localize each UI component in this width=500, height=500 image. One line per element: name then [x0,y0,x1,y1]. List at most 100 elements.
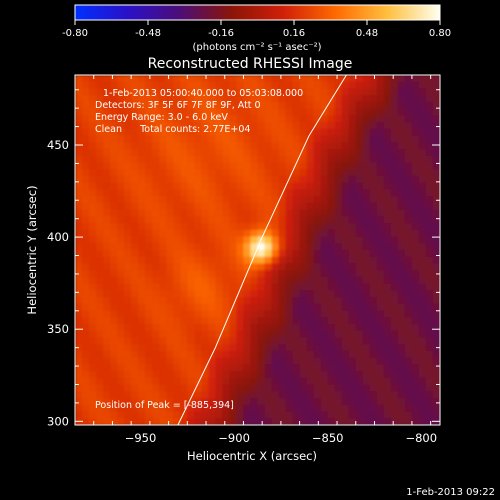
heatmap-cell [362,209,371,217]
heatmap-cell [152,229,160,238]
heatmap-cell [376,135,385,143]
heatmap-cell [313,371,322,379]
heatmap-cell [145,391,153,399]
heatmap-cell [397,364,406,372]
heatmap-cell [159,135,167,143]
heatmap-cell [313,189,322,197]
heatmap-cell [110,350,118,359]
heatmap-cell [397,175,406,184]
heatmap-cell [180,350,188,359]
heatmap-cell [306,122,315,130]
heatmap-cell [271,303,280,312]
heatmap-cell [271,175,280,184]
heatmap-cell [187,149,195,157]
heatmap-cell [355,169,364,177]
heatmap-cell [299,75,308,83]
heatmap-cell [355,377,364,386]
heatmap-cell [271,155,280,164]
heatmap-cell [117,149,125,157]
heatmap-cell [299,270,308,278]
heatmap-cell [425,404,434,413]
heatmap-cell [327,169,336,177]
heatmap-cell [82,95,90,103]
heatmap-cell [320,169,329,177]
heatmap-cell [418,384,427,392]
heatmap-cell [390,216,399,224]
heatmap-cell [425,202,434,211]
heatmap-cell [236,122,245,130]
heatmap-cell [404,149,413,157]
heatmap-cell [180,418,188,425]
heatmap-cell [159,101,167,110]
heatmap-cell [110,189,118,197]
heatmap-cell [103,101,111,110]
heatmap-cell [418,337,427,345]
heatmap-cell [159,88,167,96]
heatmap-cell [243,337,252,345]
heatmap-cell [103,411,111,419]
heatmap-cell [124,223,132,231]
heatmap-cell [397,404,406,413]
heatmap-cell [208,418,216,425]
heatmap-cell [306,95,315,103]
heatmap-cell [82,142,90,150]
heatmap-cell [187,162,195,170]
heatmap-cell [334,81,343,90]
heatmap-cell [404,350,413,359]
heatmap-cell [173,310,181,318]
heatmap-cell [418,135,427,143]
heatmap-cell [96,263,104,271]
heatmap-cell [110,256,118,265]
heatmap-cell [222,101,231,110]
heatmap-cell [404,404,413,413]
heatmap-cell [250,155,259,164]
heatmap-cell [292,216,301,224]
heatmap-cell [229,128,238,137]
heatmap-cell [173,324,181,332]
heatmap-cell [103,256,111,265]
heatmap-cell [110,128,118,137]
heatmap-cell [110,283,118,291]
heatmap-cell [320,250,329,258]
heatmap-cell [320,236,329,244]
heatmap-cell [201,391,209,399]
heatmap-cell [222,175,231,184]
heatmap-cell [425,377,434,386]
heatmap-cell [103,135,111,143]
heatmap-cell [383,95,392,103]
heatmap-cell [278,357,287,366]
heatmap-cell [243,310,252,318]
heatmap-cell [201,236,209,244]
heatmap-cell [271,384,280,392]
heatmap-cell [243,250,252,258]
heatmap-cell [355,128,364,137]
heatmap-cell [208,310,216,318]
heatmap-cell [159,216,167,224]
heatmap-cell [138,418,146,425]
heatmap-cell [306,108,315,116]
heatmap-cell [355,229,364,238]
heatmap-cell [194,75,202,83]
heatmap-cell [376,229,385,238]
heatmap-cell [271,101,280,110]
heatmap-cell [187,256,195,265]
heatmap-cell [383,135,392,143]
heatmap-cell [355,250,364,258]
heatmap-cell [397,303,406,312]
heatmap-cell [327,155,336,164]
heatmap-cell [348,250,357,258]
heatmap-cell [201,263,209,271]
heatmap-cell [306,75,315,83]
heatmap-cell [383,142,392,150]
heatmap-cell [75,108,83,116]
heatmap-cell [425,88,434,96]
heatmap-cell [327,202,336,211]
heatmap-cell [355,88,364,96]
heatmap-cell [131,243,139,251]
heatmap-cell [432,75,440,83]
heatmap-cell [341,276,350,285]
heatmap-cell [418,283,427,291]
heatmap-cell [145,404,153,413]
heatmap-cell [201,182,209,191]
